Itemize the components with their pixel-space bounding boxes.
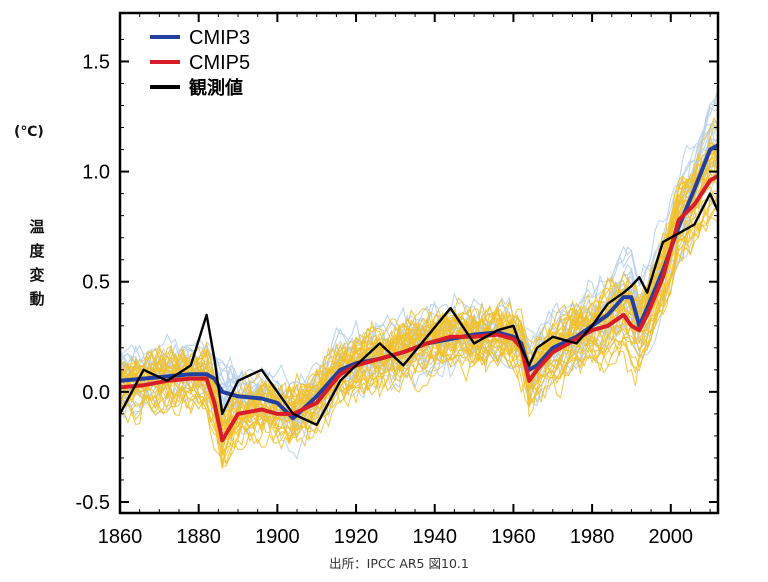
x-tick-label: 1980	[570, 526, 615, 548]
mean-lines	[118, 143, 720, 443]
legend-label: CMIP3	[189, 27, 250, 49]
cmip3-member-lines	[119, 88, 719, 460]
cmip3-mean-line	[119, 143, 719, 421]
legend-label: CMIP5	[189, 52, 250, 74]
cmip3-member-line	[119, 88, 719, 388]
cmip5-member-line	[119, 189, 719, 469]
y-axis-unit: (℃)	[14, 124, 44, 140]
x-tick-label: 2000	[649, 526, 694, 548]
observed-line	[118, 192, 720, 427]
cmip5-member-lines	[119, 116, 719, 469]
y-axis-label-char: 度	[29, 242, 45, 260]
legend-label: 観測値	[189, 77, 243, 98]
y-axis-label-char: 動	[29, 290, 45, 308]
y-axis-label-char: 変	[29, 266, 45, 284]
cmip5-member-line	[119, 149, 719, 434]
source-note: 出所：IPCC AR5 図10.1	[329, 556, 469, 571]
cmip5-member-line	[119, 195, 719, 465]
y-tick-label: 0.5	[82, 272, 110, 294]
x-tick-label: 1960	[491, 526, 536, 548]
y-tick-label: 1.5	[82, 51, 110, 73]
cmip3-member-line	[119, 88, 719, 404]
y-tick-label: 1.0	[82, 162, 110, 184]
cmip5-mean-line	[119, 174, 719, 443]
axes: -0.5 0.0 0.5 1.0 1.5 1860 1880 1900 1920 1940 1960…	[76, 11, 720, 548]
legend: CMIP3 CMIP5 観測値	[150, 27, 250, 98]
x-tick-label: 1920	[334, 526, 379, 548]
x-tick-label: 1860	[98, 526, 143, 548]
x-tick-label: 1880	[176, 526, 221, 548]
cmip3-member-line	[119, 99, 719, 400]
plot-frame	[118, 11, 720, 515]
x-tick-label: 1900	[255, 526, 300, 548]
y-tick-label: 0.0	[82, 382, 110, 404]
x-tick-label: 1940	[412, 526, 457, 548]
cmip5-member-line	[119, 216, 719, 465]
y-tick-label: -0.5	[76, 492, 110, 514]
y-axis-label-char: 温	[29, 218, 45, 236]
